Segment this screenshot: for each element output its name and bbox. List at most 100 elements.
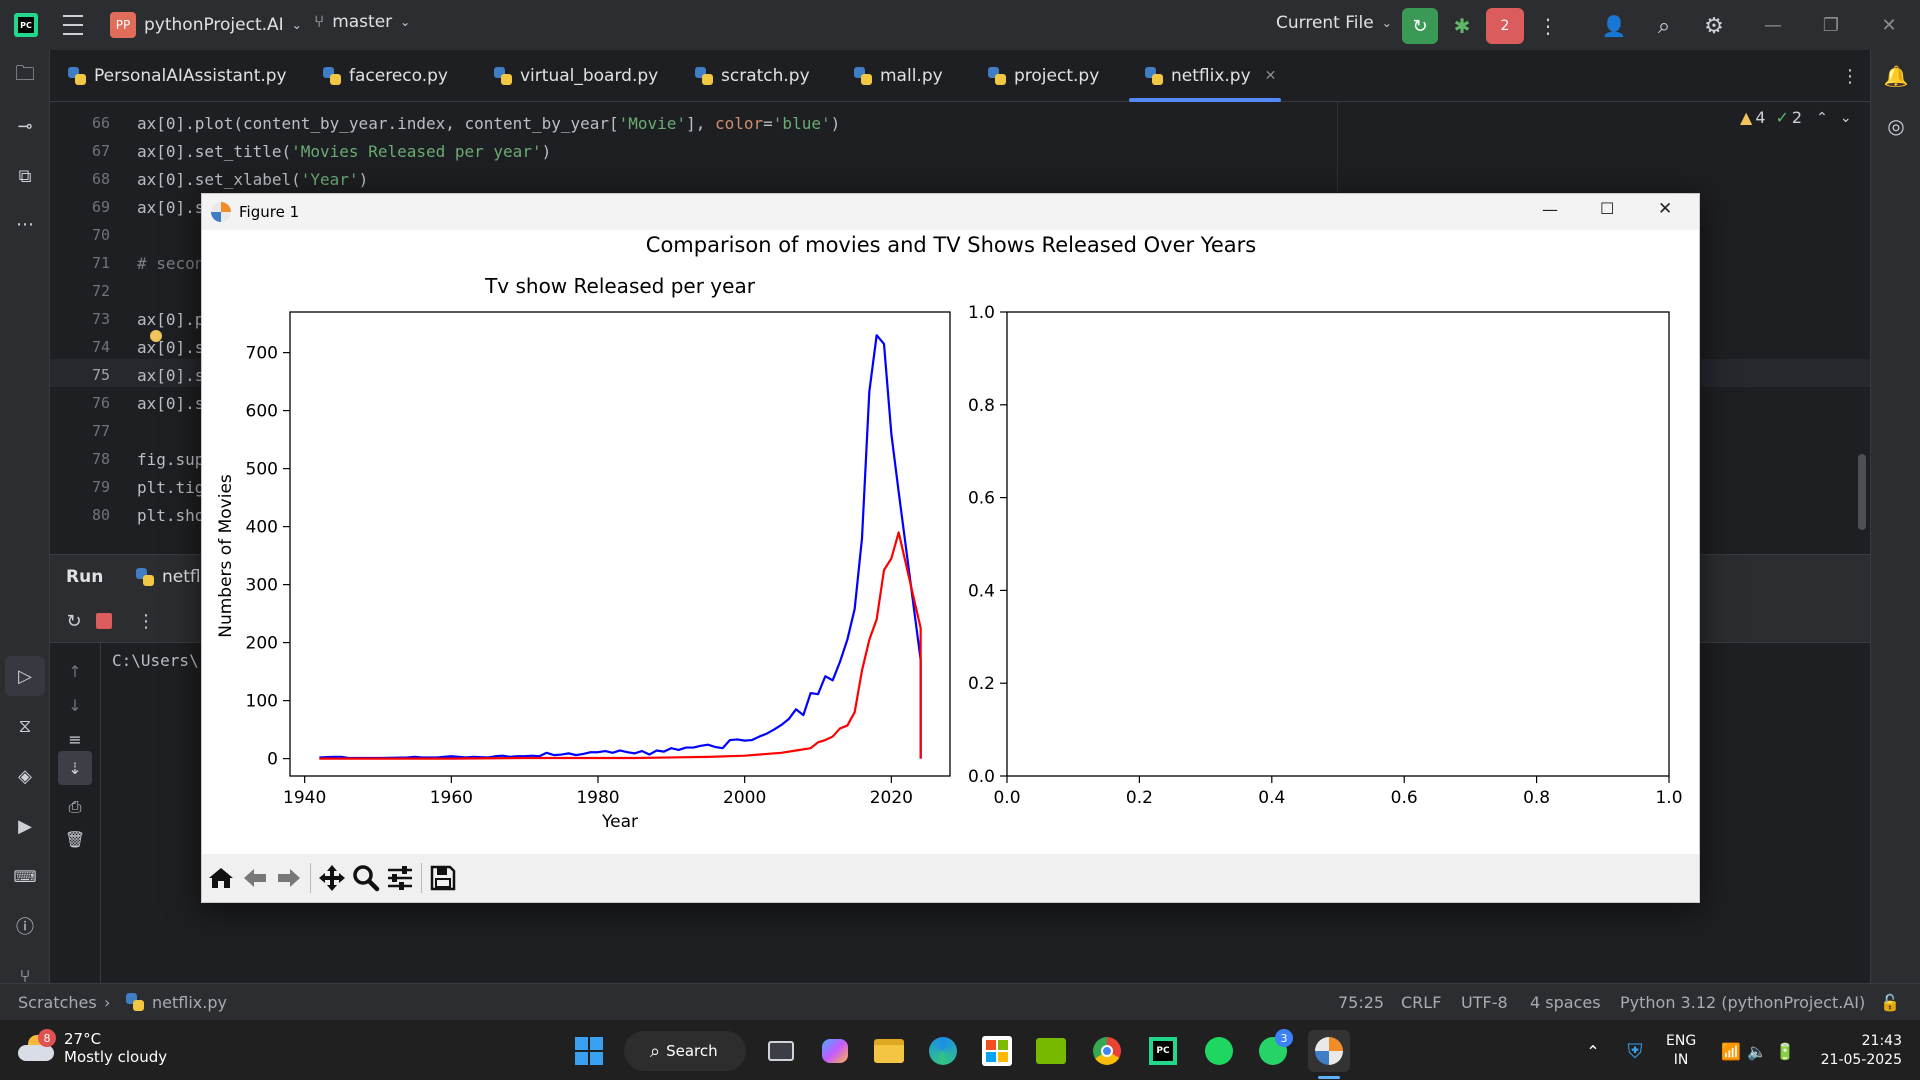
tab-mall[interactable]: mall.py (854, 50, 943, 102)
chrome-browser-icon[interactable] (1086, 1030, 1128, 1072)
soft-wrap-icon[interactable]: ≡ (68, 729, 82, 749)
tab-label: mall.py (880, 66, 943, 86)
main-menu-icon[interactable] (60, 12, 86, 38)
language-indicator[interactable]: ENG IN (1666, 1032, 1696, 1070)
tab-facereco[interactable]: facereco.py (323, 50, 448, 102)
tab-personalaiassistant[interactable]: PersonalAIAssistant.py (68, 50, 287, 102)
code-line: fig.sup (137, 450, 205, 469)
scroll-up-icon[interactable]: ↑ (68, 661, 82, 681)
copilot-icon[interactable] (814, 1030, 856, 1072)
figure-close-icon[interactable]: ✕ (1658, 199, 1673, 219)
restore-window-icon[interactable]: ❐ (1822, 14, 1840, 36)
volume-icon[interactable]: 🔈 (1747, 1041, 1767, 1061)
tab-scratch[interactable]: scratch.py (695, 50, 810, 102)
editor-scrollbar[interactable] (1858, 454, 1866, 530)
scroll-to-end-icon[interactable]: ⇣ (58, 751, 92, 785)
edge-browser-icon[interactable] (922, 1030, 964, 1072)
notifications-bell-icon[interactable]: 🔔 (1883, 64, 1909, 88)
file-encoding[interactable]: UTF-8 (1461, 992, 1508, 1012)
debug-icon[interactable]: ✱ (1453, 14, 1471, 38)
file-explorer-icon[interactable] (868, 1030, 910, 1072)
close-tab-icon[interactable]: ✕ (1264, 68, 1277, 84)
chevron-up-icon[interactable]: ⌃ (1586, 1041, 1600, 1061)
tab-project[interactable]: project.py (988, 50, 1099, 102)
git-icon[interactable]: ⑂ (19, 965, 31, 987)
line-number: 68 (91, 170, 110, 188)
tab-options-icon[interactable]: ⋮ (1841, 65, 1859, 87)
figure-minimize-icon[interactable]: — (1542, 200, 1558, 219)
stop-icon[interactable] (96, 613, 112, 629)
lock-icon[interactable]: 🔓 (1880, 992, 1900, 1012)
axes-left-frame (289, 311, 951, 777)
chevron-down-icon[interactable]: ⌄ (1839, 109, 1852, 126)
rerun-icon[interactable]: ↻ (66, 610, 82, 632)
python-packages-icon[interactable]: ◈ (18, 765, 32, 787)
caret-position[interactable]: 75:25 (1338, 992, 1385, 1012)
pycharm-taskbar-icon[interactable]: PC (1142, 1030, 1184, 1072)
breadcrumb-root[interactable]: Scratches (18, 992, 97, 1012)
inspection-widget[interactable]: ▲ 4 ✓ 2 ⌃ ⌄ (1740, 108, 1852, 127)
pycharm-logo-icon[interactable]: PC (14, 13, 38, 37)
structure-icon[interactable]: ⧉ (18, 165, 32, 187)
wifi-icon[interactable]: 📶 (1721, 1041, 1741, 1061)
figure-maximize-icon[interactable]: ☐ (1600, 199, 1615, 218)
scroll-down-icon[interactable]: ↓ (68, 695, 82, 715)
windows-start-icon[interactable] (568, 1030, 610, 1072)
save-figure-icon[interactable] (426, 858, 460, 898)
project-folder-icon[interactable]: 🗀 (15, 61, 35, 85)
python-file-icon (136, 568, 154, 586)
rerun-button[interactable]: ↻ (1402, 8, 1438, 44)
code-line: plt.sho (137, 506, 205, 525)
more-actions-icon[interactable]: ⋮ (137, 610, 155, 632)
task-view-icon[interactable] (760, 1030, 802, 1072)
branch-selector[interactable]: ⑂ master ⌄ (314, 12, 410, 32)
print-icon[interactable]: ⎙ (68, 797, 82, 816)
more-actions-icon[interactable]: ⋮ (1538, 14, 1558, 38)
add-user-icon[interactable]: 👤 (1601, 14, 1627, 38)
close-window-icon[interactable]: ✕ (1881, 14, 1897, 36)
pan-icon[interactable] (315, 858, 349, 898)
weather-widget[interactable]: 8 27°C Mostly cloudy (18, 1029, 167, 1066)
whatsapp-icon[interactable]: 3 (1252, 1029, 1294, 1072)
zoom-icon[interactable] (349, 858, 383, 898)
configure-subplots-icon[interactable] (383, 858, 417, 898)
run-tool-icon[interactable]: ▷ (5, 656, 45, 696)
tab-netflix[interactable]: netflix.py ✕ (1145, 50, 1276, 102)
search-icon[interactable]: ⌕ (1657, 13, 1671, 39)
trash-icon[interactable]: 🗑 (64, 829, 86, 849)
commit-icon[interactable]: ⊸ (17, 115, 33, 137)
clock[interactable]: 21:43 21-05-2025 (1810, 1032, 1902, 1070)
chevron-up-icon[interactable]: ⌃ (1816, 109, 1828, 126)
spotify-icon[interactable] (1198, 1030, 1240, 1072)
line-number: 75 (91, 366, 110, 384)
minimize-window-icon[interactable]: — (1764, 14, 1782, 36)
gear-icon[interactable]: ⚙ (1704, 13, 1724, 39)
back-arrow-icon[interactable] (238, 858, 272, 898)
project-selector[interactable]: PP pythonProject.AI ⌄ (110, 12, 302, 38)
tab-virtual-board[interactable]: virtual_board.py (494, 50, 658, 102)
intention-bulb-icon[interactable] (150, 330, 162, 342)
security-shield-icon[interactable]: ⛨ (1627, 1039, 1643, 1063)
taskbar-search[interactable]: ⌕ Search (624, 1031, 746, 1071)
python-console-icon[interactable]: ⧖ (18, 715, 32, 737)
ai-assistant-icon[interactable]: ◎ (1887, 114, 1905, 138)
more-tools-icon[interactable]: ⋯ (16, 213, 34, 235)
vcs-changes-button[interactable]: 2 (1486, 8, 1524, 44)
terminal-icon[interactable]: ⌨ (13, 866, 37, 886)
services-icon[interactable]: ▶ (18, 815, 32, 837)
breadcrumb-file[interactable]: netflix.py (126, 984, 227, 1020)
figure-canvas[interactable]: Comparison of movies and TV Shows Releas… (202, 230, 1699, 854)
nvidia-icon[interactable] (1030, 1030, 1072, 1072)
line-number: 76 (91, 394, 110, 412)
line-separator[interactable]: CRLF (1401, 992, 1442, 1012)
problems-icon[interactable]: ⓘ (16, 917, 34, 938)
python-interpreter[interactable]: Python 3.12 (pythonProject.AI) (1620, 992, 1866, 1012)
forward-arrow-icon[interactable] (272, 858, 306, 898)
battery-icon[interactable]: 🔋 (1775, 1041, 1795, 1061)
indent-setting[interactable]: 4 spaces (1530, 992, 1601, 1012)
run-config-selector[interactable]: Current File ⌄ (1276, 13, 1392, 33)
microsoft-store-icon[interactable] (976, 1030, 1018, 1072)
code-line: ax[0].s (137, 198, 205, 217)
matplotlib-taskbar-icon[interactable] (1308, 1030, 1350, 1072)
home-icon[interactable] (204, 858, 238, 898)
